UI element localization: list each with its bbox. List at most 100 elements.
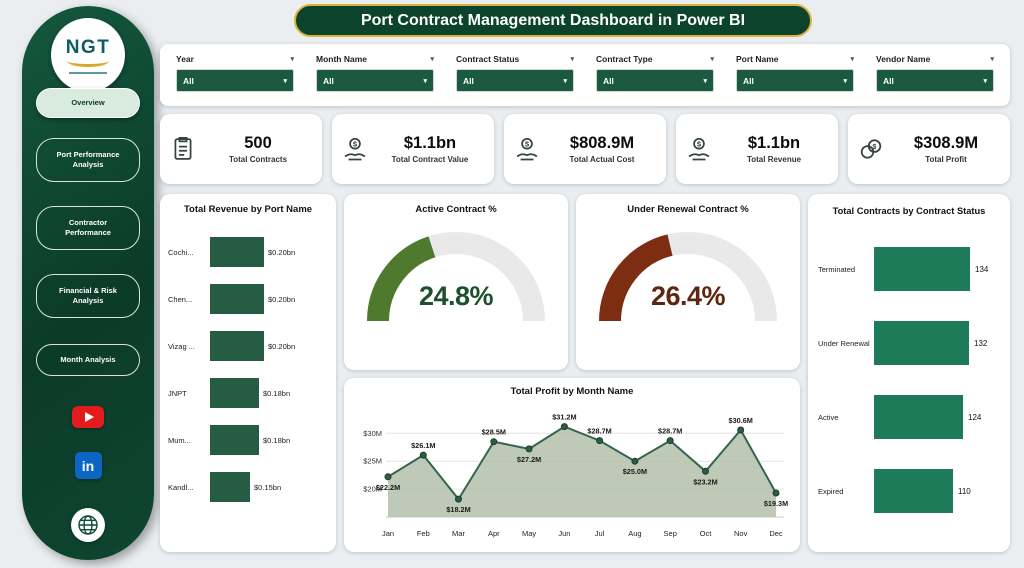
table-row: Chen... $0.20bn bbox=[168, 276, 328, 323]
sidebar-item-label: Financial & Risk Analysis bbox=[59, 285, 117, 306]
svg-text:$28.7M: $28.7M bbox=[587, 427, 611, 436]
chart-title: Total Contracts by Contract Status bbox=[832, 206, 986, 216]
contracts-by-status-chart: Total Contracts by Contract Status Termi… bbox=[808, 194, 1010, 552]
linkedin-link[interactable]: in bbox=[22, 452, 154, 479]
chevron-down-icon[interactable]: ▾ bbox=[850, 56, 854, 63]
sidebar-item-contractor-performance[interactable]: Contractor Performance bbox=[36, 206, 140, 250]
svg-text:$31.2M: $31.2M bbox=[552, 413, 576, 422]
status-bar[interactable] bbox=[874, 395, 963, 439]
gauge-renewal-arc bbox=[588, 219, 788, 338]
chevron-down-icon[interactable]: ▾ bbox=[570, 56, 574, 63]
filter-value: All bbox=[883, 75, 894, 86]
gauge-renewal-value: 26.4% bbox=[650, 281, 726, 311]
under-renewal-gauge: Under Renewal Contract % 26.4% bbox=[576, 194, 800, 370]
filter-value: All bbox=[323, 75, 334, 86]
value-label: 132 bbox=[974, 338, 988, 348]
chevron-down-icon: ▾ bbox=[563, 77, 567, 85]
chevron-down-icon: ▾ bbox=[843, 77, 847, 85]
revenue-bar[interactable] bbox=[210, 472, 250, 503]
filter-label: Year bbox=[176, 54, 194, 64]
logo-text: NGT bbox=[65, 36, 111, 58]
globe-icon[interactable] bbox=[71, 508, 105, 542]
value-label: $0.20bn bbox=[268, 341, 296, 351]
revenue-bar[interactable] bbox=[210, 284, 264, 315]
chevron-down-icon[interactable]: ▾ bbox=[290, 56, 294, 63]
kpi-card-total-actual-cost: $ $808.9M Total Actual Cost bbox=[504, 114, 666, 184]
table-row: Expired 110 bbox=[818, 454, 1000, 528]
filter-label: Port Name bbox=[736, 54, 779, 64]
filter-value: All bbox=[463, 75, 474, 86]
revenue-bar[interactable] bbox=[210, 378, 259, 409]
svg-text:$28.5M: $28.5M bbox=[482, 428, 506, 437]
status-bar[interactable] bbox=[874, 321, 969, 365]
filter-year-dropdown[interactable]: All ▾ bbox=[176, 69, 294, 92]
svg-text:Jun: Jun bbox=[558, 529, 570, 538]
sidebar-item-label: Month Analysis bbox=[60, 354, 116, 364]
sidebar-item-label: Port Performance Analysis bbox=[56, 149, 120, 170]
value-label: $0.15bn bbox=[254, 482, 282, 492]
sidebar-item-port-performance[interactable]: Port Performance Analysis bbox=[36, 138, 140, 182]
table-row: Vizag ... $0.20bn bbox=[168, 323, 328, 370]
revenue-bar[interactable] bbox=[210, 331, 264, 362]
kpi-value: $1.1bn bbox=[747, 134, 801, 152]
chevron-down-icon[interactable]: ▾ bbox=[710, 56, 714, 63]
value-label: $0.18bn bbox=[263, 388, 291, 398]
table-row: Active 124 bbox=[818, 380, 1000, 454]
svg-text:$26.1M: $26.1M bbox=[411, 441, 435, 450]
filter-label: Contract Type bbox=[596, 54, 653, 64]
hand-coin-icon: $ bbox=[685, 135, 713, 163]
youtube-link[interactable] bbox=[22, 406, 154, 428]
chevron-down-icon: ▾ bbox=[703, 77, 707, 85]
sidebar-item-month-analysis[interactable]: Month Analysis bbox=[36, 344, 140, 376]
filter-port-name: Port Name ▾ All ▾ bbox=[736, 54, 854, 96]
filter-port-name-dropdown[interactable]: All ▾ bbox=[736, 69, 854, 92]
filter-contract-status-dropdown[interactable]: All ▾ bbox=[456, 69, 574, 92]
sidebar-item-financial-risk[interactable]: Financial & Risk Analysis bbox=[36, 274, 140, 318]
filter-contract-type-dropdown[interactable]: All ▾ bbox=[596, 69, 714, 92]
kpi-card-total-profit: $ $308.9M Total Profit bbox=[848, 114, 1010, 184]
svg-text:$22.2M: $22.2M bbox=[376, 483, 400, 492]
table-row: Cochi... $0.20bn bbox=[168, 229, 328, 276]
linkedin-icon[interactable]: in bbox=[74, 452, 102, 479]
svg-text:$19.3M: $19.3M bbox=[764, 499, 788, 508]
chevron-down-icon: ▾ bbox=[983, 77, 987, 85]
svg-text:$25.0M: $25.0M bbox=[623, 467, 647, 476]
svg-text:May: May bbox=[522, 529, 536, 538]
kpi-label: Total Actual Cost bbox=[569, 155, 635, 164]
filter-label: Month Name bbox=[316, 54, 367, 64]
svg-text:$25M: $25M bbox=[363, 457, 382, 466]
filter-year: Year ▾ All ▾ bbox=[176, 54, 294, 96]
svg-text:$27.2M: $27.2M bbox=[517, 455, 541, 464]
chevron-down-icon[interactable]: ▾ bbox=[990, 56, 994, 63]
kpi-value: $1.1bn bbox=[403, 134, 457, 152]
filter-month-dropdown[interactable]: All ▾ bbox=[316, 69, 434, 92]
revenue-bar[interactable] bbox=[210, 425, 259, 456]
revenue-bar[interactable] bbox=[210, 237, 264, 268]
status-bar[interactable] bbox=[874, 469, 953, 513]
website-link[interactable] bbox=[22, 508, 154, 542]
svg-text:Aug: Aug bbox=[628, 529, 641, 538]
chevron-down-icon: ▾ bbox=[423, 77, 427, 85]
svg-text:$: $ bbox=[353, 139, 358, 148]
status-bar[interactable] bbox=[874, 247, 970, 291]
filter-value: All bbox=[603, 75, 614, 86]
category-label: Cochi... bbox=[168, 247, 194, 257]
filter-label: Vendor Name bbox=[876, 54, 931, 64]
active-contract-gauge: Active Contract % 24.8% bbox=[344, 194, 568, 370]
sidebar-item-overview[interactable]: Overview bbox=[36, 88, 140, 118]
table-row: Kandl... $0.15bn bbox=[168, 464, 328, 511]
gauge-active-arc bbox=[356, 219, 556, 338]
value-label: $0.20bn bbox=[268, 294, 296, 304]
svg-text:Feb: Feb bbox=[417, 529, 430, 538]
category-label: Active bbox=[818, 412, 839, 422]
chevron-down-icon[interactable]: ▾ bbox=[430, 56, 434, 63]
filter-vendor-name: Vendor Name ▾ All ▾ bbox=[876, 54, 994, 96]
svg-text:$: $ bbox=[873, 144, 877, 151]
table-row: Under Renewal 132 bbox=[818, 306, 1000, 380]
filter-vendor-name-dropdown[interactable]: All ▾ bbox=[876, 69, 994, 92]
kpi-row: 500 Total Contracts $ $1.1bn Total Contr… bbox=[160, 114, 1010, 184]
profit-area-chart[interactable]: $30M $25M $20M $22.2M $26.1M $18.2M $28.5M $27.… bbox=[352, 399, 792, 541]
youtube-icon[interactable] bbox=[72, 406, 104, 428]
svg-text:Mar: Mar bbox=[452, 529, 465, 538]
